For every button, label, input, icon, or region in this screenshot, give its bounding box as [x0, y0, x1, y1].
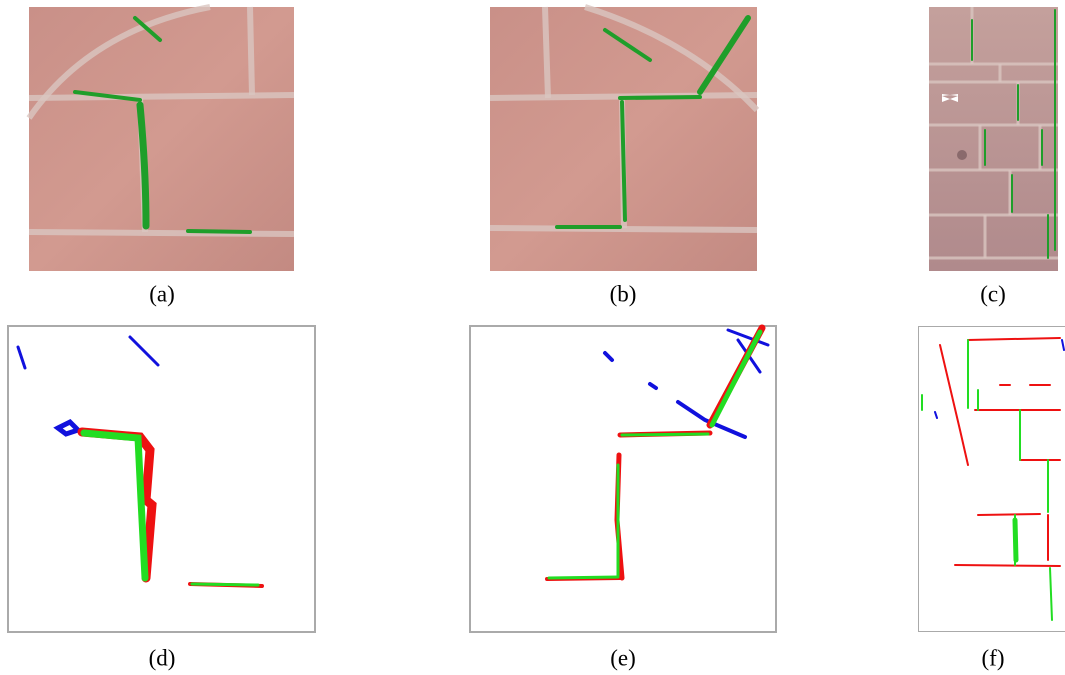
panel-background: [918, 326, 1065, 632]
panel-label: (f): [982, 645, 1005, 670]
map-e: [470, 326, 776, 632]
crack-shape: [549, 577, 618, 578]
panel-label: (d): [149, 645, 176, 670]
crack-shape: [622, 434, 708, 435]
crack-shape: [29, 95, 294, 98]
panel-background: [470, 326, 776, 632]
crack-shape: [545, 7, 548, 98]
panel-label: (a): [149, 281, 175, 306]
map-f: [918, 326, 1065, 632]
photo-c: [929, 7, 1058, 271]
panel-label: (c): [980, 281, 1006, 306]
crack-shape: [620, 97, 700, 98]
crack-shape: [490, 228, 757, 230]
panel-label: (b): [610, 281, 637, 306]
figure: (a) (b) (c) (d) (e) (f): [0, 0, 1065, 675]
crack-shape: [957, 150, 967, 160]
panel-background: [8, 326, 315, 632]
panel-label: (e): [610, 645, 636, 670]
crack-shape: [188, 231, 250, 232]
map-d: [8, 326, 315, 632]
crack-shape: [29, 232, 294, 234]
crack-shape: [250, 7, 252, 95]
crack-shape: [1015, 520, 1016, 560]
photo-b: [490, 7, 757, 271]
crack-shape: [192, 584, 258, 585]
photo-a: [29, 7, 294, 271]
